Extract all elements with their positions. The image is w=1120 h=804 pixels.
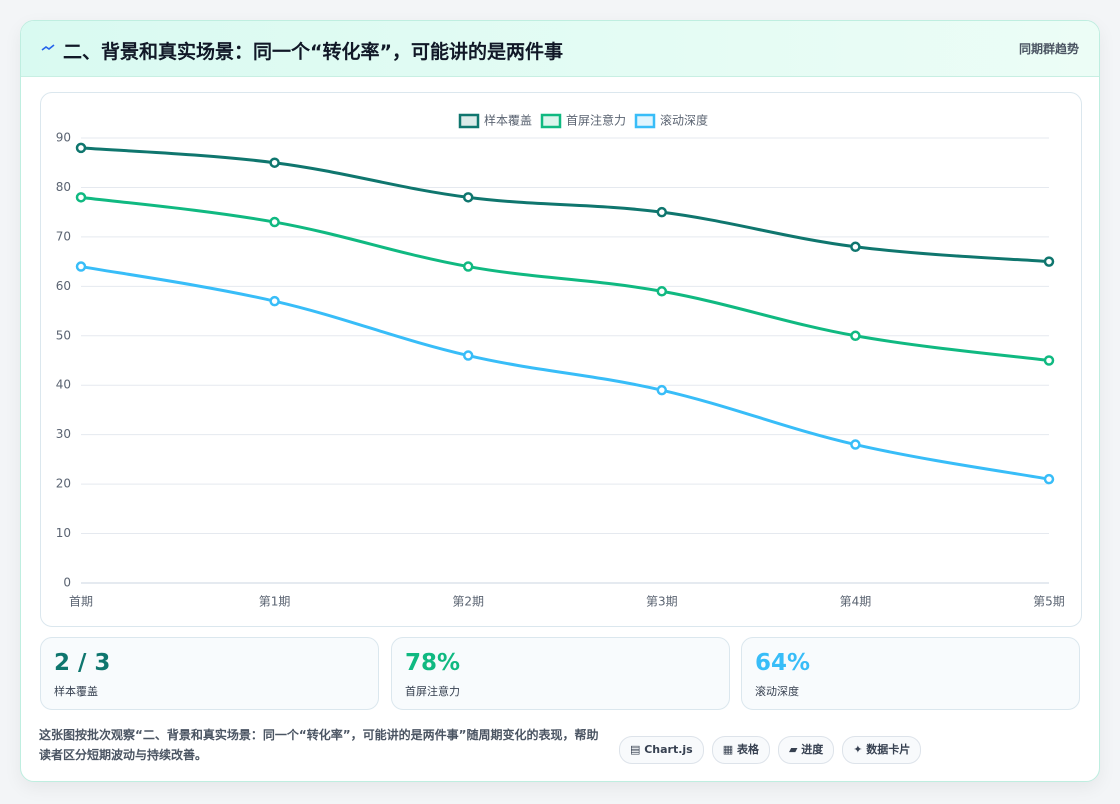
- y-tick-label: 60: [56, 279, 71, 293]
- series-line: [80, 195, 1050, 362]
- legend-swatch: [634, 113, 656, 129]
- x-tick-label: 第4期: [840, 595, 872, 609]
- x-tick-label: 第1期: [259, 595, 291, 609]
- series-line: [80, 146, 1050, 264]
- data-point: [850, 241, 861, 253]
- stat-card: 64% 滚动深度: [741, 637, 1080, 710]
- stat-card: 78% 首屏注意力: [391, 637, 730, 710]
- data-point: [1043, 256, 1055, 267]
- y-tick-label: 90: [56, 131, 71, 145]
- data-point: [462, 350, 474, 361]
- view-button[interactable]: ▦ 表格: [711, 736, 770, 764]
- title-icon: [41, 44, 55, 51]
- view-button[interactable]: ▤ Chart.js: [619, 736, 704, 764]
- stat-label: 样本覆盖: [54, 685, 98, 698]
- data-point: [269, 216, 280, 228]
- header-tag: 同期群趋势: [1018, 42, 1079, 56]
- stat-value: 64%: [755, 650, 811, 676]
- stat-card: 2 / 3 样本覆盖: [40, 637, 379, 710]
- data-point: [75, 192, 87, 203]
- data-point: [75, 261, 87, 272]
- chart: 0 10 20 30 40 50 60 70 80 90 首期 第1期 第2期 第3期 第4期 第5期 样本覆盖…: [56, 113, 1065, 609]
- legend-label: 样本覆盖: [484, 113, 532, 128]
- header: 二、背景和真实场景：同一个“转化率”，可能讲的是两件事 同期群趋势: [21, 21, 1099, 77]
- view-button[interactable]: ▰ 进度: [777, 736, 835, 764]
- y-tick-label: 10: [56, 526, 71, 540]
- data-point: [1043, 473, 1055, 485]
- data-point: [269, 157, 280, 168]
- x-tick-label: 第3期: [646, 595, 678, 609]
- description: 这张图按批次观察“二、背景和真实场景：同一个“转化率”，可能讲的是两件事”随周期…: [39, 728, 599, 762]
- series-line: [80, 265, 1050, 481]
- legend-label: 滚动深度: [660, 113, 708, 128]
- view-button[interactable]: ✦ 数据卡片: [842, 736, 922, 764]
- stat-label: 滚动深度: [755, 685, 799, 698]
- y-tick-label: 30: [56, 427, 71, 441]
- data-point: [656, 384, 668, 396]
- data-point: [75, 142, 87, 154]
- card: 二、背景和真实场景：同一个“转化率”，可能讲的是两件事 同期群趋势 0 10 20 3…: [20, 20, 1100, 782]
- y-tick-label: 20: [56, 477, 71, 491]
- legend-swatch: [540, 113, 562, 129]
- legend-label: 首屏注意力: [566, 113, 626, 128]
- x-tick-label: 首期: [69, 595, 93, 609]
- data-point: [269, 295, 280, 307]
- data-point: [462, 192, 474, 203]
- stat-value: 2 / 3: [54, 650, 111, 676]
- data-point: [656, 286, 668, 297]
- data-point: [462, 261, 474, 272]
- chart-panel: 0 10 20 30 40 50 60 70 80 90 首期 第1期 第2期 第3期 第4期 第5期 样本覆盖…: [40, 92, 1082, 627]
- header-title: 二、背景和真实场景：同一个“转化率”，可能讲的是两件事: [63, 41, 563, 63]
- data-point: [850, 439, 861, 450]
- y-tick-label: 70: [56, 229, 71, 243]
- stat-label: 首屏注意力: [405, 685, 460, 698]
- data-point: [1043, 355, 1055, 366]
- stat-value: 78%: [405, 650, 461, 676]
- button-group: ▤ Chart.js ▦ 表格 ▰ 进度 ✦ 数据卡片: [619, 736, 922, 764]
- y-tick-label: 80: [56, 180, 71, 194]
- x-tick-label: 第2期: [452, 595, 484, 609]
- y-tick-label: 0: [63, 576, 71, 590]
- x-tick-label: 第5期: [1033, 595, 1065, 609]
- data-point: [850, 330, 861, 342]
- y-tick-label: 40: [56, 378, 71, 392]
- legend-swatch: [458, 113, 480, 129]
- data-point: [656, 206, 668, 218]
- y-tick-label: 50: [56, 328, 71, 342]
